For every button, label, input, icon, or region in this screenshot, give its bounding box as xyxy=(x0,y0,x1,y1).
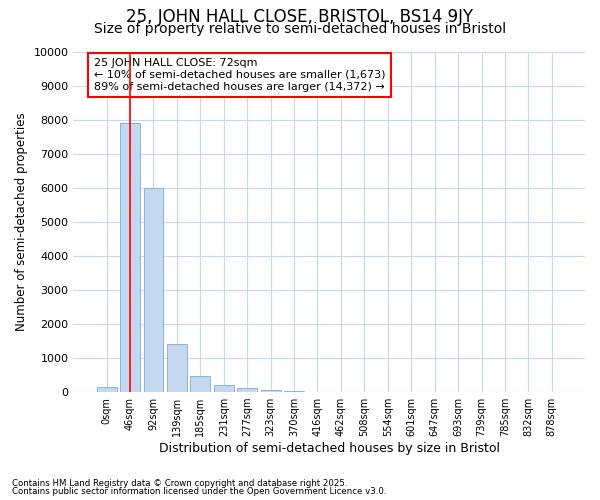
Bar xyxy=(143,188,163,392)
Bar xyxy=(214,384,234,392)
Bar xyxy=(190,376,211,392)
Bar xyxy=(120,123,140,392)
Bar xyxy=(284,391,304,392)
Text: Contains public sector information licensed under the Open Government Licence v3: Contains public sector information licen… xyxy=(12,487,386,496)
Text: 25, JOHN HALL CLOSE, BRISTOL, BS14 9JY: 25, JOHN HALL CLOSE, BRISTOL, BS14 9JY xyxy=(127,8,473,26)
Bar xyxy=(237,388,257,392)
X-axis label: Distribution of semi-detached houses by size in Bristol: Distribution of semi-detached houses by … xyxy=(159,442,500,455)
Bar xyxy=(260,390,281,392)
Text: Contains HM Land Registry data © Crown copyright and database right 2025.: Contains HM Land Registry data © Crown c… xyxy=(12,478,347,488)
Y-axis label: Number of semi-detached properties: Number of semi-detached properties xyxy=(15,112,28,331)
Bar xyxy=(97,387,116,392)
Text: 25 JOHN HALL CLOSE: 72sqm
← 10% of semi-detached houses are smaller (1,673)
89% : 25 JOHN HALL CLOSE: 72sqm ← 10% of semi-… xyxy=(94,58,385,92)
Text: Size of property relative to semi-detached houses in Bristol: Size of property relative to semi-detach… xyxy=(94,22,506,36)
Bar xyxy=(167,344,187,392)
